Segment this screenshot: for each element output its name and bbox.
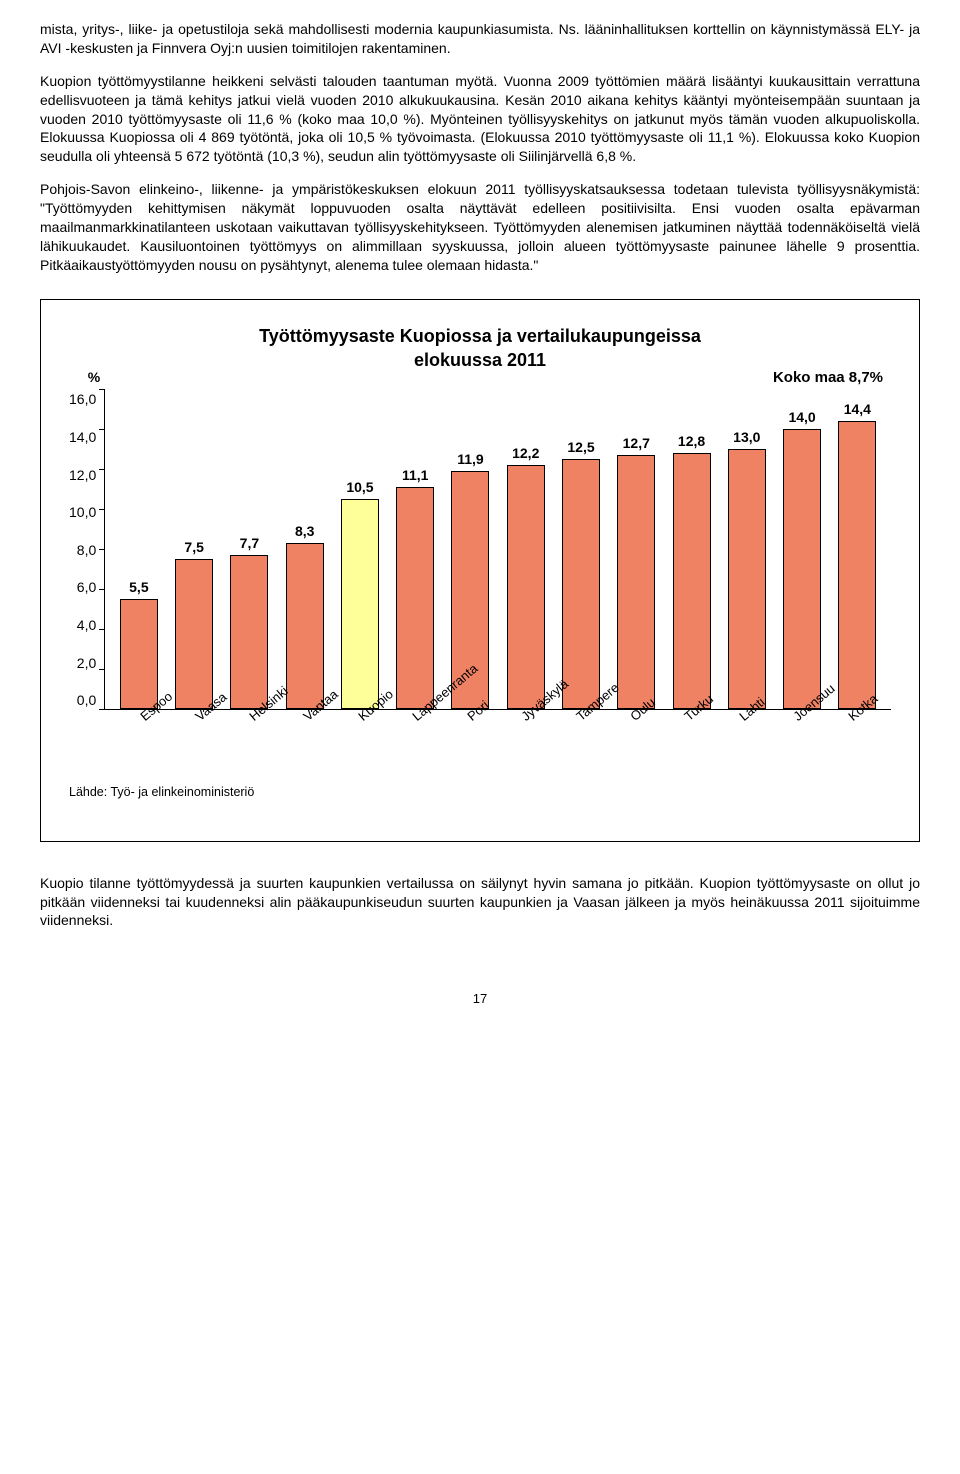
- y-tick-label: 6,0: [77, 578, 96, 597]
- bar: [175, 559, 213, 709]
- chart-title-line1: Työttömyysaste Kuopiossa ja vertailukaup…: [259, 326, 701, 346]
- y-tick: [99, 629, 105, 630]
- y-tick-label: 2,0: [77, 654, 96, 673]
- chart-title-line2: elokuussa 2011: [414, 350, 546, 370]
- bar-oulu: 12,7: [615, 434, 657, 709]
- y-tick: [99, 549, 105, 550]
- y-axis: % 16,014,012,010,08,06,04,02,00,0: [69, 390, 104, 710]
- bar-value-label: 14,0: [788, 408, 815, 427]
- bar-turku: 12,8: [671, 432, 713, 709]
- bar-value-label: 12,7: [623, 434, 650, 453]
- bar-value-label: 10,5: [346, 478, 373, 497]
- chart-title: Työttömyysaste Kuopiossa ja vertailukaup…: [69, 324, 891, 373]
- bar: [617, 455, 655, 709]
- bar-value-label: 12,8: [678, 432, 705, 451]
- y-unit: %: [88, 368, 100, 387]
- bar-jyväskylä: 12,2: [505, 444, 547, 709]
- bar: [230, 555, 268, 709]
- chart-body: % 16,014,012,010,08,06,04,02,00,0 Koko m…: [69, 390, 891, 710]
- y-tick-label: 8,0: [77, 541, 96, 560]
- bar-kotka: 14,4: [836, 400, 878, 709]
- paragraph-2: Kuopion työttömyystilanne heikkeni selvä…: [40, 72, 920, 166]
- paragraph-4: Kuopio tilanne työttömyydessä ja suurten…: [40, 874, 920, 931]
- bar: [783, 429, 821, 709]
- y-tick: [99, 429, 105, 430]
- bar: [728, 449, 766, 709]
- bar-value-label: 8,3: [295, 522, 314, 541]
- y-tick: [99, 389, 105, 390]
- bar-value-label: 7,7: [240, 534, 259, 553]
- chart-source: Lähde: Työ- ja elinkeinoministeriö: [69, 784, 891, 801]
- bar-value-label: 11,9: [457, 450, 483, 469]
- bar-value-label: 5,5: [129, 578, 148, 597]
- bar: [838, 421, 876, 709]
- bar: [341, 499, 379, 709]
- bar-value-label: 11,1: [402, 466, 428, 485]
- paragraph-3: Pohjois-Savon elinkeino-, liikenne- ja y…: [40, 180, 920, 274]
- y-tick-label: 12,0: [69, 466, 96, 485]
- y-tick: [99, 469, 105, 470]
- bar: [507, 465, 545, 709]
- bar-vaasa: 7,5: [173, 538, 215, 709]
- plot-area: Koko maa 8,7% 5,57,57,78,310,511,111,912…: [104, 390, 891, 710]
- y-tick-label: 0,0: [77, 691, 96, 710]
- bar: [396, 487, 434, 709]
- bar-vantaa: 8,3: [284, 522, 326, 709]
- bar-espoo: 5,5: [118, 578, 160, 709]
- page-number: 17: [40, 990, 920, 1008]
- bar-value-label: 7,5: [184, 538, 203, 557]
- bar-value-label: 12,2: [512, 444, 539, 463]
- bar-value-label: 12,5: [567, 438, 594, 457]
- bar-joensuu: 14,0: [781, 408, 823, 709]
- y-tick: [99, 509, 105, 510]
- bar-tampere: 12,5: [560, 438, 602, 709]
- bar: [286, 543, 324, 709]
- paragraph-1: mista, yritys-, liike- ja opetustiloja s…: [40, 20, 920, 58]
- koko-maa-label: Koko maa 8,7%: [773, 368, 883, 388]
- y-tick-label: 10,0: [69, 503, 96, 522]
- y-tick-label: 14,0: [69, 428, 96, 447]
- bar: [120, 599, 158, 709]
- bar-lahti: 13,0: [726, 428, 768, 709]
- y-tick-label: 16,0: [69, 390, 96, 409]
- x-axis-labels: EspooVaasaHelsinkiVantaaKuopioLappeenran…: [117, 710, 891, 736]
- bar-value-label: 13,0: [733, 428, 760, 447]
- bar-value-label: 14,4: [844, 400, 871, 419]
- y-tick: [99, 709, 105, 710]
- bar: [673, 453, 711, 709]
- unemployment-chart: Työttömyysaste Kuopiossa ja vertailukaup…: [40, 299, 920, 842]
- bar: [562, 459, 600, 709]
- y-tick: [99, 669, 105, 670]
- y-tick: [99, 589, 105, 590]
- bar-lappeenranta: 11,1: [394, 466, 436, 709]
- y-tick-label: 4,0: [77, 616, 96, 635]
- bar-kuopio: 10,5: [339, 478, 381, 709]
- bar-helsinki: 7,7: [228, 534, 270, 709]
